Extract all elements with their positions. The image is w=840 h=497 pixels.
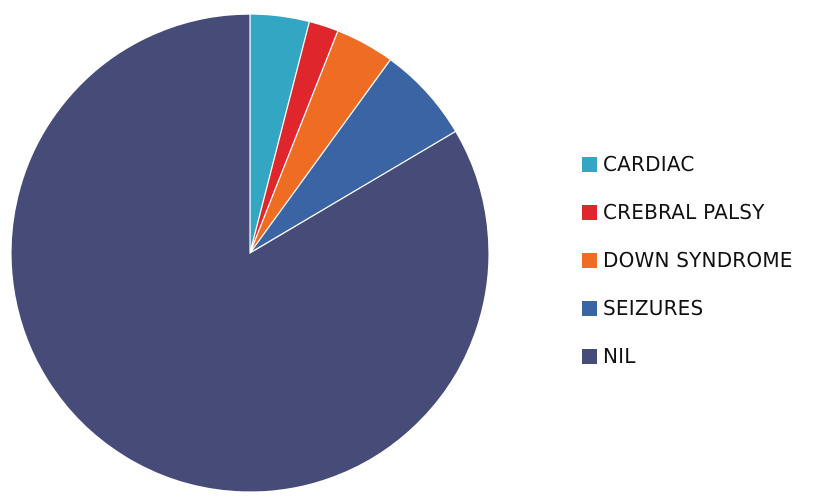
- legend-item-seizures: SEIZURES: [582, 284, 840, 332]
- legend-swatch: [582, 252, 597, 268]
- pie-slice-nil: [10, 13, 490, 493]
- legend-label: NIL: [603, 344, 636, 368]
- legend-item-down-syndrome: DOWN SYNDROME: [582, 236, 840, 284]
- legend-item-crebral-palsy: CREBRAL PALSY: [582, 188, 840, 236]
- pie-slices: [10, 13, 490, 493]
- legend-label: SEIZURES: [603, 296, 704, 320]
- legend: CARDIAC CREBRAL PALSY DOWN SYNDROME SEIZ…: [582, 140, 840, 380]
- legend-label: CARDIAC: [603, 152, 695, 176]
- legend-swatch: [582, 348, 597, 364]
- legend-swatch: [582, 204, 597, 220]
- legend-label: CREBRAL PALSY: [603, 200, 765, 224]
- legend-swatch: [582, 156, 597, 172]
- legend-swatch: [582, 300, 597, 316]
- legend-item-nil: NIL: [582, 332, 840, 380]
- legend-label: DOWN SYNDROME: [603, 248, 793, 272]
- legend-item-cardiac: CARDIAC: [582, 140, 840, 188]
